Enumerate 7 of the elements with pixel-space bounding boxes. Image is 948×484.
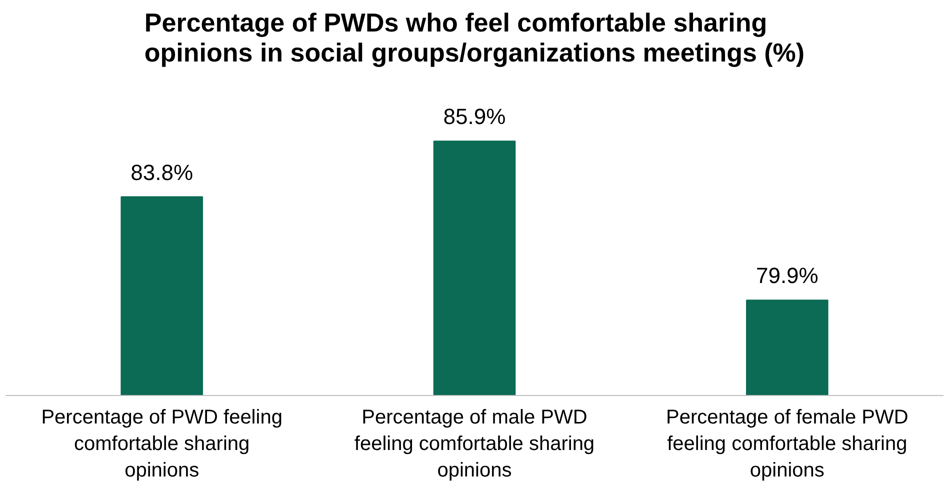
x-tick-label: Percentage of female PWD feeling comfortable sharing opinions (666, 406, 908, 482)
data-label: 79.9% (756, 263, 818, 288)
data-label: 85.9% (443, 104, 506, 130)
x-tick-label: Percentage of PWD feeling comfortable sharing opinions (41, 406, 282, 482)
chart-title: Percentage of PWDs who feel comfortable sharing opinions in social groups/organizations meetings (%) (144, 8, 805, 68)
x-tick-label: Percentage of male PWD feeling comfortable sharing opinions (354, 406, 595, 482)
data-label: 83.8% (130, 160, 194, 185)
